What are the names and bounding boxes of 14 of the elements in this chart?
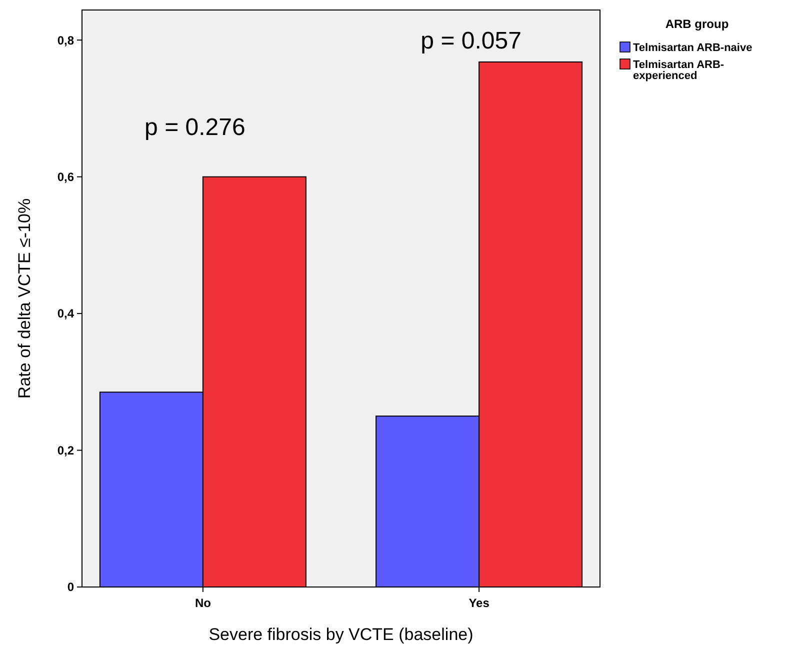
y-tick-label: 0,8 — [57, 33, 74, 48]
y-tick-label: 0,2 — [57, 443, 74, 458]
legend-label: Telmisartan ARB-experienced — [633, 59, 724, 82]
y-axis-title: Rate of delta VCTE ≤-10% — [15, 198, 34, 399]
x-tick-label: No — [194, 596, 211, 610]
x-tick-label: Yes — [468, 596, 490, 610]
x-axis-title: Severe fibrosis by VCTE (baseline) — [208, 625, 474, 644]
y-tick-label: 0,4 — [57, 306, 74, 321]
y-tick-label: 0,6 — [57, 170, 74, 184]
y-tick-label: 0 — [67, 580, 74, 594]
legend-label: Telmisartan ARB-naive — [633, 42, 752, 54]
legend-title: ARB group — [665, 17, 729, 31]
annotation: p = 0.057 — [420, 27, 522, 54]
annotation: p = 0.276 — [144, 114, 246, 142]
